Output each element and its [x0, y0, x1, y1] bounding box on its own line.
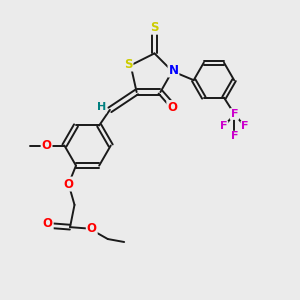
Text: O: O	[167, 101, 177, 114]
Text: O: O	[87, 222, 97, 235]
Text: N: N	[169, 64, 178, 76]
Text: F: F	[220, 122, 228, 131]
Text: S: S	[124, 58, 133, 70]
Text: F: F	[231, 109, 238, 119]
Text: H: H	[97, 103, 106, 112]
Text: O: O	[42, 139, 52, 152]
Text: S: S	[150, 21, 159, 34]
Text: O: O	[64, 178, 74, 190]
Text: F: F	[241, 122, 249, 131]
Text: F: F	[231, 131, 238, 141]
Text: O: O	[43, 218, 53, 230]
